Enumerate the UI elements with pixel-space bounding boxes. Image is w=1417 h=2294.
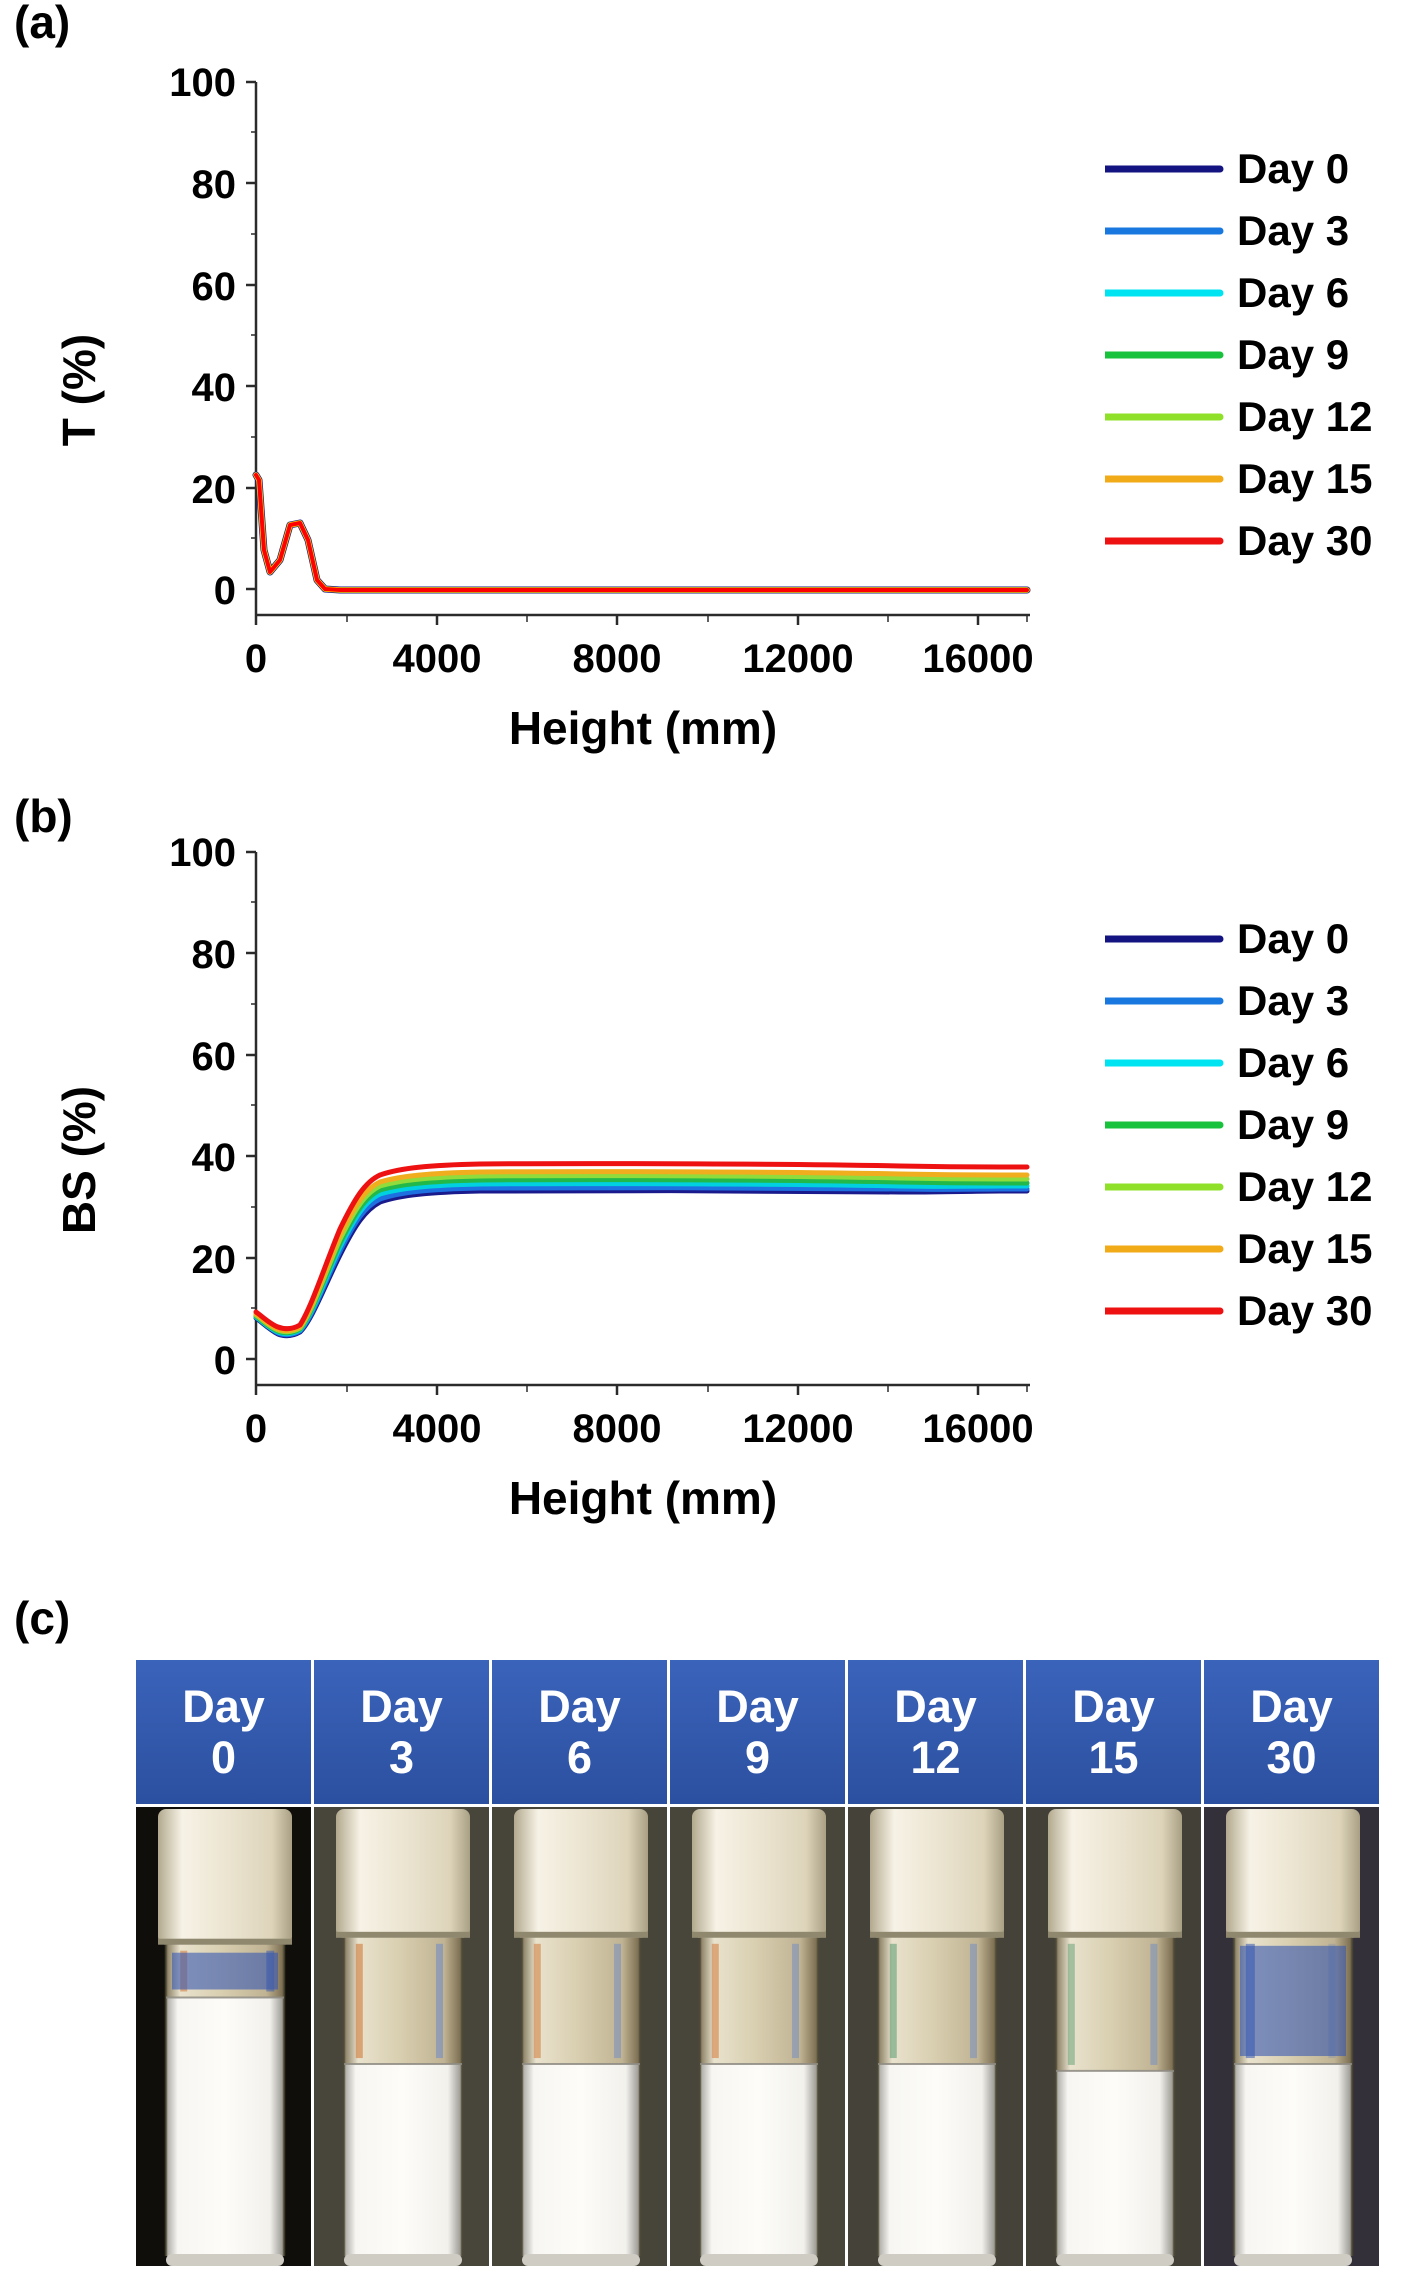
svg-text:4000: 4000 bbox=[393, 637, 482, 681]
svg-text:0: 0 bbox=[245, 1407, 267, 1451]
svg-text:0: 0 bbox=[214, 569, 236, 613]
svg-text:0: 0 bbox=[214, 1339, 236, 1383]
svg-text:T (%): T (%) bbox=[53, 334, 105, 446]
svg-text:Day 15: Day 15 bbox=[1237, 1225, 1372, 1272]
svg-text:Day 0: Day 0 bbox=[1237, 919, 1349, 962]
svg-text:20: 20 bbox=[192, 1238, 237, 1282]
svg-text:12000: 12000 bbox=[742, 637, 853, 681]
svg-text:Day 9: Day 9 bbox=[1237, 1101, 1349, 1148]
svg-text:8000: 8000 bbox=[573, 637, 662, 681]
svg-text:Day 6: Day 6 bbox=[1237, 269, 1349, 316]
svg-text:BS (%): BS (%) bbox=[53, 1086, 105, 1234]
svg-text:60: 60 bbox=[192, 265, 237, 309]
svg-text:Day 15: Day 15 bbox=[1237, 455, 1372, 502]
svg-text:80: 80 bbox=[192, 163, 237, 207]
svg-text:16000: 16000 bbox=[922, 637, 1033, 681]
svg-text:16000: 16000 bbox=[922, 1407, 1033, 1451]
svg-text:Height (mm): Height (mm) bbox=[509, 702, 777, 754]
svg-text:100: 100 bbox=[169, 61, 236, 105]
svg-text:Day 3: Day 3 bbox=[1237, 207, 1349, 254]
svg-text:Day 12: Day 12 bbox=[1237, 393, 1372, 440]
svg-text:60: 60 bbox=[192, 1035, 237, 1079]
svg-text:Day 30: Day 30 bbox=[1237, 517, 1372, 564]
svg-text:100: 100 bbox=[169, 831, 236, 875]
svg-text:20: 20 bbox=[192, 468, 237, 512]
svg-text:4000: 4000 bbox=[393, 1407, 482, 1451]
svg-text:12000: 12000 bbox=[742, 1407, 853, 1451]
svg-text:80: 80 bbox=[192, 933, 237, 977]
svg-text:40: 40 bbox=[192, 366, 237, 410]
svg-text:Day 6: Day 6 bbox=[1237, 1039, 1349, 1086]
svg-text:0: 0 bbox=[245, 637, 267, 681]
svg-text:Day 3: Day 3 bbox=[1237, 977, 1349, 1024]
svg-text:Day 0: Day 0 bbox=[1237, 149, 1349, 192]
svg-text:40: 40 bbox=[192, 1136, 237, 1180]
svg-text:Height (mm): Height (mm) bbox=[509, 1472, 777, 1524]
svg-text:Day 30: Day 30 bbox=[1237, 1287, 1372, 1334]
svg-text:8000: 8000 bbox=[573, 1407, 662, 1451]
svg-text:Day 12: Day 12 bbox=[1237, 1163, 1372, 1210]
svg-text:Day 9: Day 9 bbox=[1237, 331, 1349, 378]
